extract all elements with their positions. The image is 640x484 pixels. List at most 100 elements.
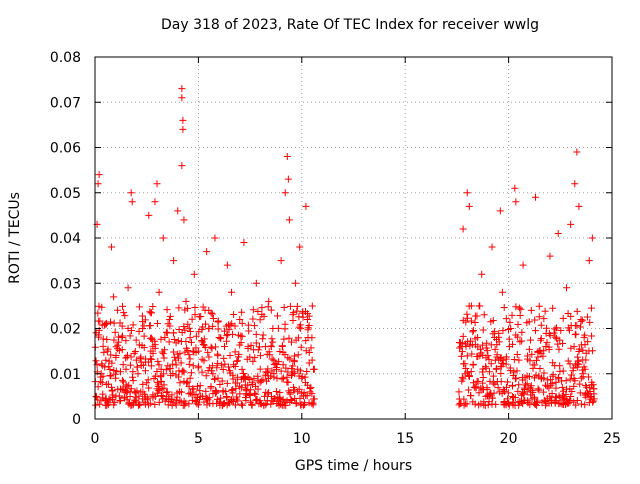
y-tick-label: 0.03	[50, 276, 81, 292]
data-point	[124, 284, 132, 292]
data-point	[250, 322, 258, 330]
data-point	[287, 395, 295, 403]
data-point	[490, 328, 498, 336]
data-point	[250, 389, 258, 397]
data-point	[116, 368, 124, 376]
data-point	[157, 391, 165, 399]
data-point	[212, 388, 220, 396]
data-point	[532, 327, 540, 335]
data-point	[303, 392, 311, 400]
data-point	[579, 370, 587, 378]
data-point	[547, 381, 555, 389]
data-point	[506, 367, 514, 375]
data-point	[577, 315, 585, 323]
data-point	[102, 356, 110, 364]
data-point	[258, 304, 266, 312]
data-point	[212, 343, 220, 351]
data-point	[250, 375, 258, 383]
data-point	[276, 389, 284, 397]
data-point	[182, 297, 190, 305]
data-point	[118, 386, 126, 394]
data-point	[484, 352, 492, 360]
data-point	[283, 153, 291, 161]
data-point	[209, 370, 217, 378]
data-point	[183, 344, 191, 352]
data-point	[527, 336, 535, 344]
data-point	[165, 338, 173, 346]
data-point	[198, 368, 206, 376]
data-point	[459, 225, 467, 233]
y-tick-label: 0	[72, 412, 81, 428]
data-point	[178, 85, 186, 93]
data-point	[140, 343, 148, 351]
data-point	[253, 395, 261, 403]
data-point	[159, 350, 167, 358]
data-point	[463, 314, 471, 322]
data-point	[534, 385, 542, 393]
data-point	[157, 378, 165, 386]
data-point	[135, 400, 143, 408]
data-point	[139, 325, 147, 332]
data-point	[202, 372, 210, 380]
data-point	[455, 388, 463, 396]
data-point	[264, 365, 272, 373]
data-point	[537, 321, 545, 329]
data-point	[489, 379, 497, 387]
data-point	[198, 355, 206, 363]
data-point	[259, 376, 267, 384]
data-point	[473, 312, 481, 320]
data-point	[127, 385, 135, 393]
data-point	[149, 392, 157, 400]
data-point	[294, 351, 302, 359]
data-point	[504, 378, 512, 386]
data-point	[238, 308, 246, 316]
data-point	[170, 329, 178, 337]
data-point	[242, 397, 250, 405]
data-point	[543, 324, 551, 332]
data-point	[479, 379, 487, 387]
data-point	[185, 400, 193, 408]
data-point	[221, 360, 229, 368]
data-point	[196, 396, 204, 404]
data-point	[186, 355, 194, 363]
data-point	[554, 229, 562, 237]
data-point	[516, 338, 524, 346]
data-point	[155, 387, 163, 395]
data-point	[308, 356, 316, 364]
data-point	[214, 325, 222, 333]
data-point	[535, 313, 543, 321]
data-point	[589, 398, 597, 406]
y-tick-label: 0.06	[50, 141, 81, 157]
data-point	[479, 374, 487, 382]
data-point	[463, 352, 471, 360]
data-point	[575, 202, 583, 210]
data-point	[185, 351, 193, 359]
data-point	[474, 378, 482, 386]
data-point	[497, 370, 505, 378]
data-point	[174, 207, 182, 215]
data-point	[158, 385, 166, 393]
data-point	[551, 333, 559, 341]
data-point	[292, 279, 300, 287]
data-point	[542, 343, 550, 351]
data-point	[162, 328, 170, 336]
data-point	[123, 383, 131, 391]
data-point	[285, 216, 293, 224]
data-point	[525, 345, 533, 353]
data-point	[557, 327, 565, 335]
data-point	[568, 388, 576, 396]
data-point	[160, 354, 168, 362]
data-point	[514, 321, 522, 329]
data-point	[226, 352, 234, 360]
data-point	[513, 367, 521, 375]
data-point	[208, 367, 216, 375]
data-point	[503, 383, 511, 391]
data-point	[170, 257, 178, 265]
data-point	[159, 370, 167, 378]
data-point	[573, 307, 581, 315]
data-point	[525, 318, 533, 326]
data-point	[200, 357, 208, 365]
data-point	[107, 318, 115, 326]
data-point	[205, 306, 213, 314]
